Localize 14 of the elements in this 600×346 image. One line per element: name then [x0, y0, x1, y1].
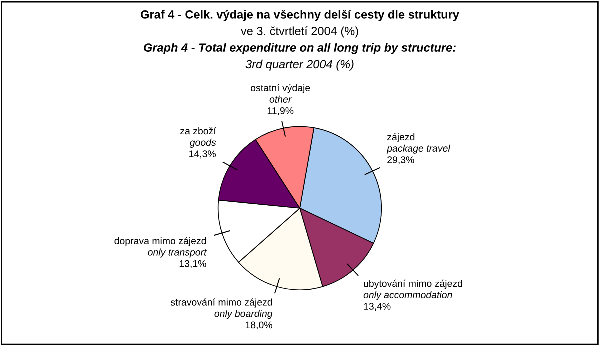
- slice-label: zájezd package travel: [386, 133, 451, 154]
- slice-label: ostatní výdaje other: [251, 84, 310, 103]
- data-label: 13,4%: [364, 303, 391, 312]
- chart-subtitle: Graph 4 - Total expenditure on all long trip by structure: 3rd quarter 2004 (%): [144, 43, 456, 71]
- slice-label: stravování mimo zájezd only boarding: [170, 298, 273, 320]
- slice-label: doprava mimo zájezd only transport: [114, 237, 208, 258]
- chart-title: Graf 4 - Celk. výdaje na všechny delší cesty dle struktury ve 3. čtvrtletí 2004 (%): [141, 10, 460, 38]
- data-label: 11,9%: [268, 108, 294, 116]
- data-label: 29,3%: [388, 156, 414, 165]
- data-label: 13,1%: [180, 260, 206, 268]
- slice-label: za zboží goods: [180, 127, 216, 148]
- slice-label: ubytování mimo zájezd only accommodation: [364, 280, 462, 300]
- data-label: 18,0%: [246, 322, 272, 330]
- data-label: 14,3%: [190, 150, 216, 159]
